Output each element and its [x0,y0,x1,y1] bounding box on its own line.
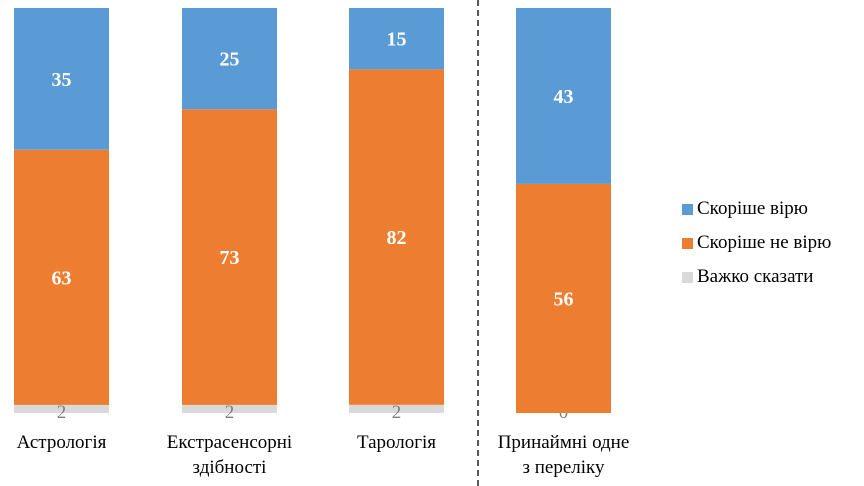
legend-item-not-believe: Скоріше не вірю [682,226,860,260]
legend-label-hard-to-say: Важко сказати [697,266,814,287]
data-label-not-believe-0: 63 [52,267,72,289]
category-label-line: Принаймні одне [498,432,630,453]
category-label-3: Принаймні одне з переліку [498,432,630,478]
data-label-not-believe-1: 73 [220,247,240,269]
bar-segment-hard-to-say-0 [14,404,109,413]
category-label-0: Астрологія [17,432,107,453]
data-label-hard-to-say-1: 2 [225,402,235,423]
category-label-2: Тарологія [357,432,436,453]
bar-segment-believe-1 [182,8,277,110]
legend-swatch-hard-to-say [682,271,693,283]
category-label-line: Астрологія [17,432,107,453]
data-label-hard-to-say-0: 2 [57,402,67,423]
category-label-line: Тарологія [357,432,436,453]
bar-segment-believe-3 [516,8,611,184]
bar-segment-not-believe-2 [349,69,444,405]
data-label-believe-1: 25 [220,49,240,71]
bar-segment-believe-0 [14,8,109,150]
legend-swatch-not-believe [682,237,693,249]
category-label-line: з переліку [522,457,605,478]
category-label-line: Екстрасенсорні [167,432,292,453]
legend-item-hard-to-say: Важко сказати [682,260,860,294]
bar-segment-believe-2 [349,8,444,70]
bar-segment-not-believe-1 [182,109,277,405]
bar-segment-hard-to-say-1 [182,404,277,413]
legend-item-believe: Скоріше вірю [682,192,860,226]
data-label-believe-0: 35 [52,69,72,91]
bar-segment-not-believe-0 [14,149,109,405]
bar-segment-hard-to-say-2 [349,404,444,413]
data-label-believe-2: 15 [387,29,407,51]
data-label-believe-3: 43 [554,86,574,108]
legend-label-not-believe: Скоріше не вірю [697,232,832,253]
bar-segment-not-believe-3 [516,183,611,413]
chart-legend: Скоріше вірю Скоріше не вірю Важко сказа… [682,192,860,294]
data-label-not-believe-3: 56 [554,288,574,310]
data-label-hard-to-say-2: 2 [392,402,402,423]
data-label-not-believe-2: 82 [387,227,407,249]
category-label-line: здібності [193,457,267,478]
category-label-1: Екстрасенсорні здібності [167,432,292,478]
legend-swatch-believe [682,203,693,215]
legend-label-believe: Скоріше вірю [697,198,808,219]
